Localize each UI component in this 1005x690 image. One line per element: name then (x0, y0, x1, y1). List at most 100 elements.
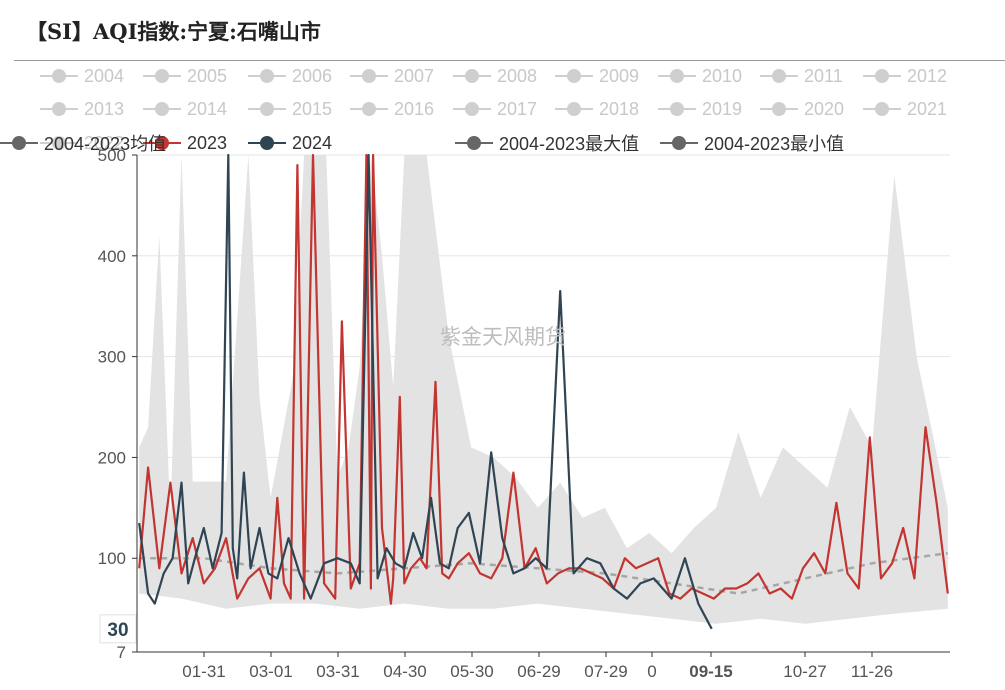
legend-label: 2022 (84, 132, 125, 153)
legend-label: 2024 (292, 132, 333, 153)
legend-marker-icon (453, 66, 491, 86)
legend-marker-icon (40, 133, 78, 153)
legend-item-2011[interactable]: 2011 (760, 66, 843, 86)
legend-label: 2007 (394, 65, 435, 86)
legend-label: 2004-2023最小值 (704, 134, 845, 154)
y-value-tooltip-box (99, 614, 137, 644)
y-tick-label: 500 (98, 146, 126, 165)
legend-item-2022[interactable]: 2022 (40, 133, 124, 153)
legend-item-2020[interactable]: 2020 (760, 99, 844, 119)
x-tick-label: 07-29 (584, 662, 627, 681)
legend-label: 2019 (702, 98, 743, 119)
legend-marker-icon (40, 66, 78, 86)
series-line-2024 (138, 153, 713, 630)
legend-item-2006[interactable]: 2006 (248, 66, 332, 86)
legend-marker-icon (455, 133, 493, 153)
legend-marker-icon (350, 99, 388, 119)
y-tick-label: 300 (98, 348, 126, 367)
legend-label: 2017 (497, 98, 538, 119)
legend-marker-icon (760, 99, 798, 119)
series-line-mean (139, 551, 948, 595)
legend-marker-icon (660, 133, 698, 153)
y-tick-label: 7 (117, 643, 126, 662)
legend-marker-icon (658, 99, 696, 119)
legend-marker-icon (143, 99, 181, 119)
legend-item-2010[interactable]: 2010 (658, 66, 742, 86)
legend-label: 2010 (702, 65, 743, 86)
y-value-tooltip-label: 30 (107, 620, 128, 641)
legend-label: 2015 (292, 98, 333, 119)
legend-marker-icon (248, 99, 286, 119)
legend-item-2024[interactable]: 2024 (248, 133, 332, 153)
x-tick-label: 10-27 (783, 662, 826, 681)
legend-item-2017[interactable]: 2017 (453, 99, 537, 119)
legend-item-2005[interactable]: 2005 (143, 66, 227, 86)
y-tick-label: 100 (98, 549, 126, 568)
legend-label: 2023 (187, 132, 228, 153)
legend-item-2018[interactable]: 2018 (555, 99, 639, 119)
legend-item-2008[interactable]: 2008 (453, 66, 537, 86)
legend-item-2012[interactable]: 2012 (863, 66, 947, 86)
title-divider (14, 60, 1005, 61)
legend-label: 2004-2023均值 (44, 134, 167, 154)
legend-item-2013[interactable]: 2013 (40, 99, 124, 119)
y-tick-label: 400 (98, 247, 126, 266)
chart-title: 【SI】AQI指数:宁夏:石嘴山市 (26, 19, 321, 44)
legend-label: 2020 (804, 98, 845, 119)
legend-item-2016[interactable]: 2016 (350, 99, 434, 119)
legend-label: 2004 (84, 65, 125, 86)
legend-item-2007[interactable]: 2007 (350, 66, 434, 86)
legend-marker-icon (555, 66, 593, 86)
legend-item-2004-2023均值[interactable]: 2004-2023均值 (0, 133, 167, 154)
legend-item-2009[interactable]: 2009 (555, 66, 639, 86)
legend-marker-icon (658, 66, 696, 86)
legend-marker-icon (40, 99, 78, 119)
x-tick-label: 01-31 (182, 662, 225, 681)
legend-label: 2004-2023最大值 (499, 134, 640, 154)
legend-label: 2013 (84, 98, 125, 119)
x-tick-label: 11-26 (851, 662, 893, 681)
legend-marker-icon (760, 66, 798, 86)
x-tick-label: 05-30 (450, 662, 493, 681)
legend-marker-icon (248, 66, 286, 86)
legend-item-2021[interactable]: 2021 (863, 99, 947, 119)
legend-marker-icon (863, 99, 901, 119)
legend-marker-icon (863, 66, 901, 86)
historical-range-band (139, 155, 948, 624)
legend-label: 2009 (599, 65, 640, 86)
x-tick-label: 03-01 (249, 662, 292, 681)
legend-marker-icon (143, 66, 181, 86)
legend-label: 2006 (292, 65, 333, 86)
legend-label: 2012 (907, 65, 948, 86)
y-tick-label: 200 (98, 448, 126, 467)
legend-item-2019[interactable]: 2019 (658, 99, 742, 119)
legend-label: 2021 (907, 98, 948, 119)
legend-item-2015[interactable]: 2015 (248, 99, 332, 119)
legend-item-2014[interactable]: 2014 (143, 99, 227, 119)
legend-marker-icon (0, 133, 38, 153)
legend-label: 2008 (497, 65, 538, 86)
legend-marker-icon (248, 133, 286, 153)
legend-item-2023[interactable]: 2023 (143, 133, 227, 153)
legend-label: 2014 (187, 98, 228, 119)
legend-marker-icon (350, 66, 388, 86)
x-tick-label: 04-30 (383, 662, 426, 681)
series-line-2023 (138, 153, 949, 605)
x-tick-label: 06-29 (517, 662, 560, 681)
x-tick-label: 03-31 (316, 662, 359, 681)
legend-item-2004-2023最小值[interactable]: 2004-2023最小值 (660, 133, 845, 154)
legend-marker-icon (143, 133, 181, 153)
watermark-text: 紫金天风期货 (440, 326, 566, 349)
legend-label: 2005 (187, 65, 228, 86)
legend-item-2004[interactable]: 2004 (40, 66, 124, 86)
x-tick-label-highlight: 09-15 (689, 662, 732, 681)
legend-label: 2018 (599, 98, 640, 119)
legend-item-2004-2023最大值[interactable]: 2004-2023最大值 (455, 133, 640, 154)
chart-legend: 2004 2005 2006 2007 2008 2009 2010 2011 2012 2013… (0, 62, 1005, 160)
legend-label: 2016 (394, 98, 435, 119)
legend-label: 2011 (804, 65, 843, 86)
legend-marker-icon (453, 99, 491, 119)
legend-marker-icon (555, 99, 593, 119)
x-tick-label: 0 (647, 662, 656, 681)
